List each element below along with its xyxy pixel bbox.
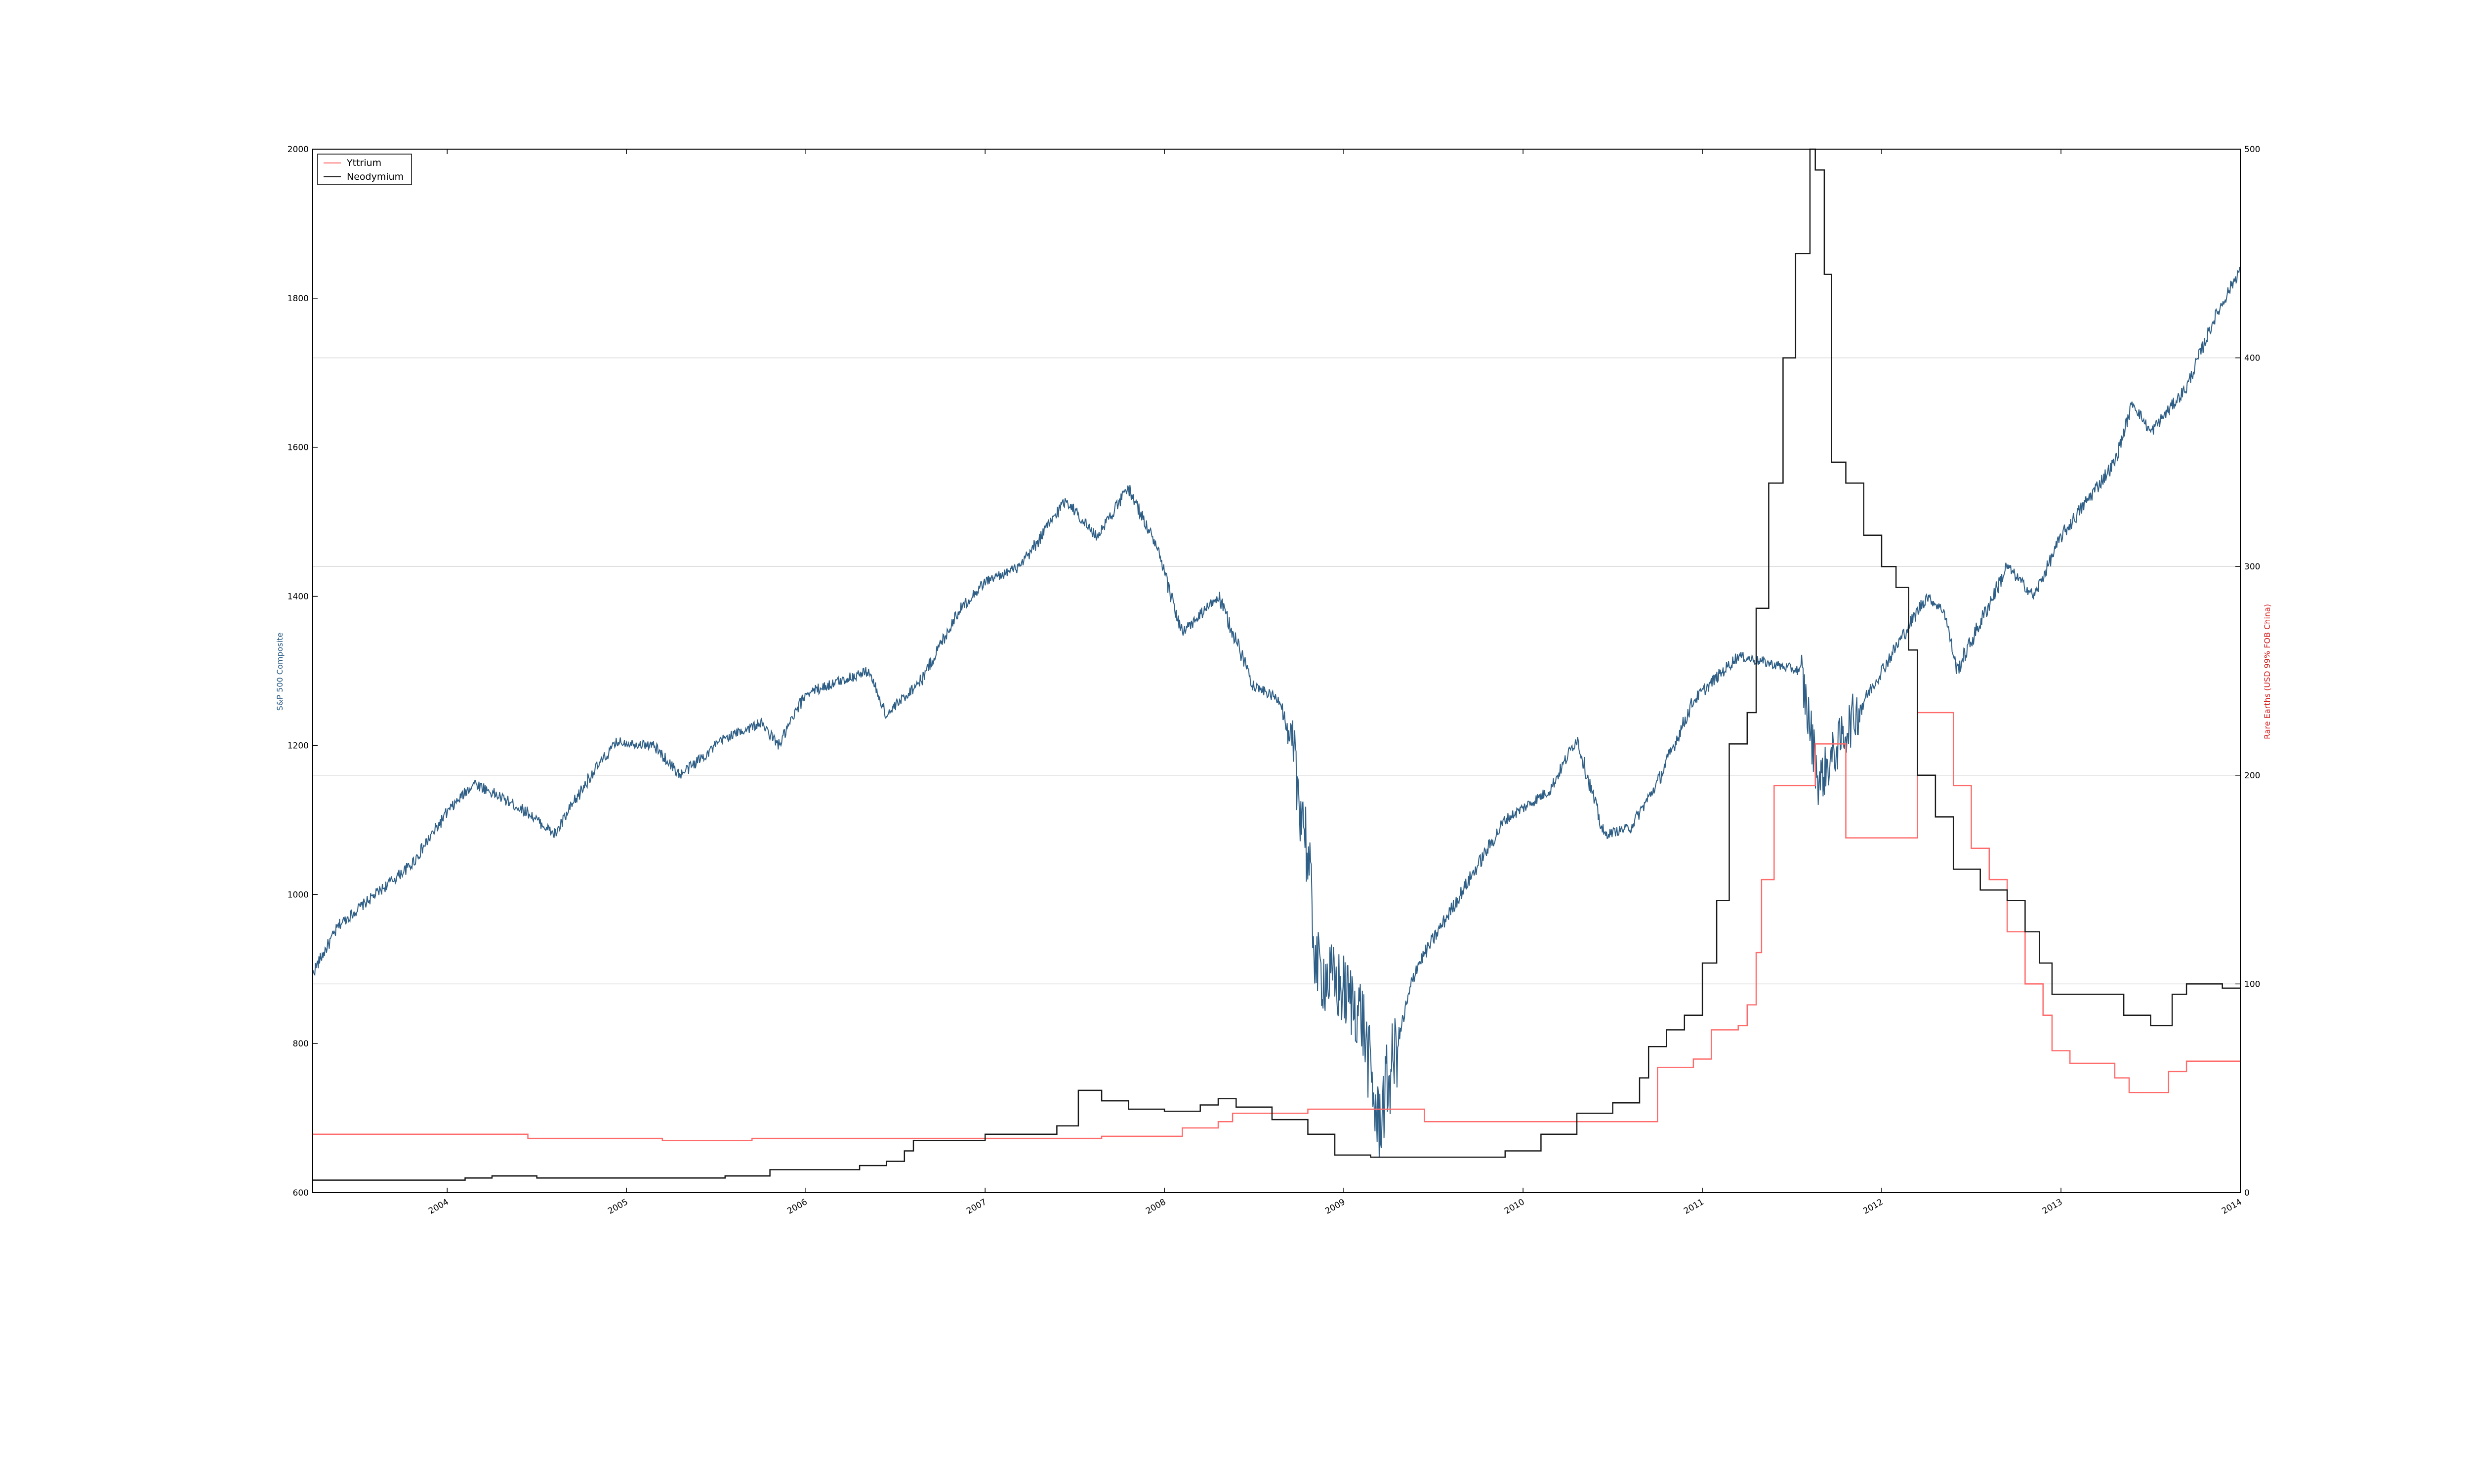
series-group: [312, 148, 2241, 1181]
legend-label-yttrium: Yttrium: [346, 158, 381, 168]
right-axis-tick-label: 500: [2244, 145, 2260, 155]
y-axis-label-left: S&P 500 Composite: [275, 633, 285, 711]
right-axis-tick-label: 0: [2244, 1188, 2250, 1198]
left-axis: 600 800 1000 1200 1400 1600 1800 2000: [288, 145, 318, 1198]
left-axis-tick-label: 1800: [288, 294, 309, 304]
right-axis-tick-label: 400: [2244, 354, 2260, 363]
legend: Yttrium Neodymium: [317, 154, 412, 185]
left-axis-tick-label: 1400: [288, 592, 309, 602]
left-axis-tick-label: 1000: [288, 890, 309, 900]
legend-label-neodymium: Neodymium: [347, 171, 404, 182]
right-axis-tick-label: 200: [2244, 771, 2260, 781]
left-axis-tick-label: 1600: [288, 443, 309, 453]
series-line-yttrium: [313, 712, 2240, 1141]
right-axis-tick-label: 100: [2244, 979, 2260, 989]
right-axis: 0 100 200 300 400 500: [2235, 145, 2260, 1198]
right-axis-tick-label: 300: [2244, 562, 2260, 572]
legend-box: [317, 154, 412, 185]
plot-frame: [312, 149, 2241, 1193]
left-axis-tick-label: 2000: [288, 145, 309, 155]
left-axis-tick-label: 1200: [288, 741, 309, 751]
left-axis-tick-label: 800: [293, 1039, 309, 1049]
left-axis-tick-label: 600: [293, 1188, 309, 1198]
y-axis-label-right: Rare Earths (USD 99% FOB China): [2263, 604, 2272, 739]
series-line-sp500: [312, 266, 2241, 1157]
series-line-neodymium: [313, 148, 2240, 1181]
